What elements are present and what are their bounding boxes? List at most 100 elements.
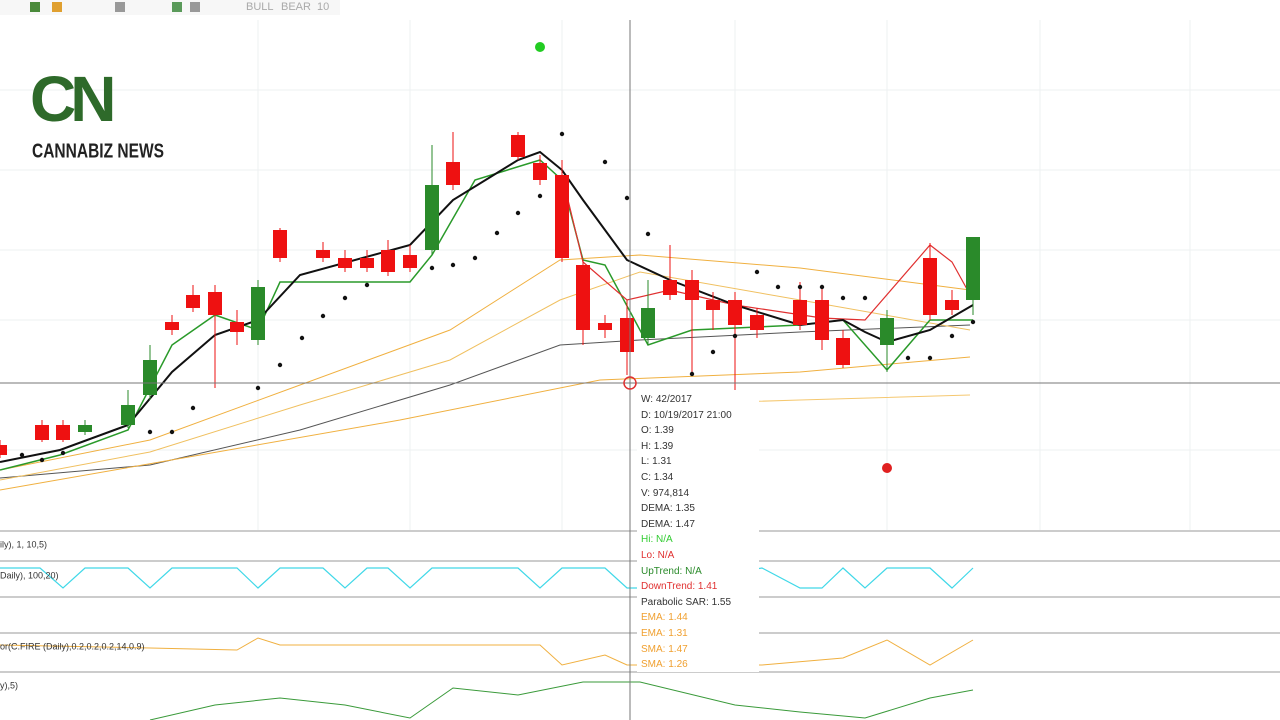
- tooltip-line: C: 1.34: [641, 471, 674, 483]
- panel-label: y),5): [0, 680, 18, 690]
- tooltip-line: V: 974,814: [641, 487, 690, 499]
- sar-dots: [19, 131, 976, 463]
- fire-line: [0, 637, 974, 666]
- sar-dot: [624, 195, 630, 201]
- tool-icon[interactable]: [190, 2, 200, 12]
- toolbar: BULL BEAR 10: [0, 0, 340, 15]
- candle-body: [706, 300, 720, 310]
- candle-body: [533, 163, 547, 180]
- candle-body: [338, 258, 352, 268]
- sar-dot: [710, 349, 716, 355]
- sar-dot: [494, 230, 500, 236]
- candle-body: [446, 162, 460, 185]
- tooltip-line: W: 42/2017: [641, 394, 692, 405]
- sma-line: [0, 324, 971, 479]
- sar-dot: [450, 262, 456, 268]
- logo-mark: CN: [30, 63, 112, 135]
- tool-icon[interactable]: [30, 2, 40, 12]
- sar-dot: [775, 284, 781, 290]
- candle-body: [555, 175, 569, 258]
- tool-icon[interactable]: [52, 2, 62, 12]
- sar-dot: [905, 355, 911, 361]
- tooltip-line: DEMA: 1.47: [641, 518, 695, 530]
- sar-dot: [949, 333, 955, 339]
- candle-body: [663, 280, 677, 295]
- tooltip-line: DownTrend: 1.41: [641, 581, 718, 593]
- sar-dot: [537, 193, 543, 199]
- candle-body: [945, 300, 959, 310]
- signal-dot: [882, 463, 892, 473]
- downtrend-line: [561, 174, 974, 321]
- candle-body: [165, 322, 179, 330]
- ema-line: [0, 254, 971, 471]
- candle-body: [620, 318, 634, 352]
- candle-body: [793, 300, 807, 325]
- candle-body: [836, 338, 850, 365]
- tooltip-line: H: 1.39: [641, 440, 674, 452]
- tooltip-line: Hi: N/A: [641, 534, 673, 546]
- sar-dot: [472, 255, 478, 261]
- sar-dot: [559, 131, 565, 137]
- sar-dot: [299, 335, 305, 341]
- sar-dot: [39, 457, 45, 463]
- tooltip: W: 42/2017 D: 10/19/2017 21:00 O: 1.39 H: 1…: [637, 390, 759, 672]
- sar-dot: [60, 450, 66, 456]
- candle-body: [251, 287, 265, 340]
- sar-dot: [255, 385, 261, 391]
- candle-body: [425, 185, 439, 250]
- candle-body: [966, 237, 980, 300]
- candle-body: [360, 258, 374, 268]
- candle-body: [208, 292, 222, 315]
- candle-body: [121, 405, 135, 425]
- sar-dot: [840, 295, 846, 301]
- candle-body: [143, 360, 157, 395]
- sar-dot: [602, 159, 608, 165]
- indicator-lines: [0, 150, 974, 720]
- candle-body: [273, 230, 287, 258]
- sar-dot: [429, 265, 435, 271]
- candle-body: [403, 255, 417, 268]
- sar-dot: [732, 333, 738, 339]
- panel-label: or(C.FIRE (Daily),0.2,0.2,0.2,14,0.9): [0, 641, 145, 651]
- tool-icon[interactable]: [172, 2, 182, 12]
- sar-dot: [169, 429, 175, 435]
- sar-dot: [689, 371, 695, 377]
- crosshair: [0, 20, 1280, 720]
- sma-line: [0, 356, 971, 491]
- sar-dot: [320, 313, 326, 319]
- tooltip-line: SMA: 1.26: [641, 659, 688, 671]
- candle-body: [576, 265, 590, 330]
- ema-line: [0, 271, 971, 481]
- tooltip-line: L: 1.31: [641, 456, 672, 468]
- panel-label: ily), 1, 10,5): [0, 539, 47, 549]
- sar-dot: [970, 319, 976, 325]
- panel-label: Daily), 100,20): [0, 570, 59, 580]
- sar-dot: [927, 355, 933, 361]
- candle-body: [56, 425, 70, 440]
- candle-body: [186, 295, 200, 308]
- sar-dot: [645, 231, 651, 237]
- sar-dot: [190, 405, 196, 411]
- logo-name: CANNABIZ NEWS: [32, 140, 164, 162]
- sar-dot: [147, 429, 153, 435]
- tooltip-line: SMA: 1.47: [641, 643, 688, 655]
- tooltip-line: DEMA: 1.35: [641, 503, 695, 515]
- toolbar-button[interactable]: BEAR: [281, 1, 311, 13]
- candle-body: [750, 315, 764, 330]
- candle-body: [728, 300, 742, 325]
- signal-dot: [535, 42, 545, 52]
- candles: [0, 132, 980, 458]
- candle-body: [35, 425, 49, 440]
- tooltip-line: D: 10/19/2017 21:00: [641, 409, 732, 421]
- logo: CN CANNABIZ NEWS: [30, 63, 164, 162]
- sar-dot: [277, 362, 283, 368]
- tooltip-line: EMA: 1.31: [641, 627, 688, 639]
- candle-body: [78, 425, 92, 432]
- tool-icon[interactable]: [115, 2, 125, 12]
- toolbar-bg: [0, 0, 340, 15]
- sar-dot: [342, 295, 348, 301]
- sar-dot: [862, 295, 868, 301]
- toolbar-button[interactable]: BULL: [246, 1, 274, 13]
- toolbar-button[interactable]: 10: [317, 1, 329, 13]
